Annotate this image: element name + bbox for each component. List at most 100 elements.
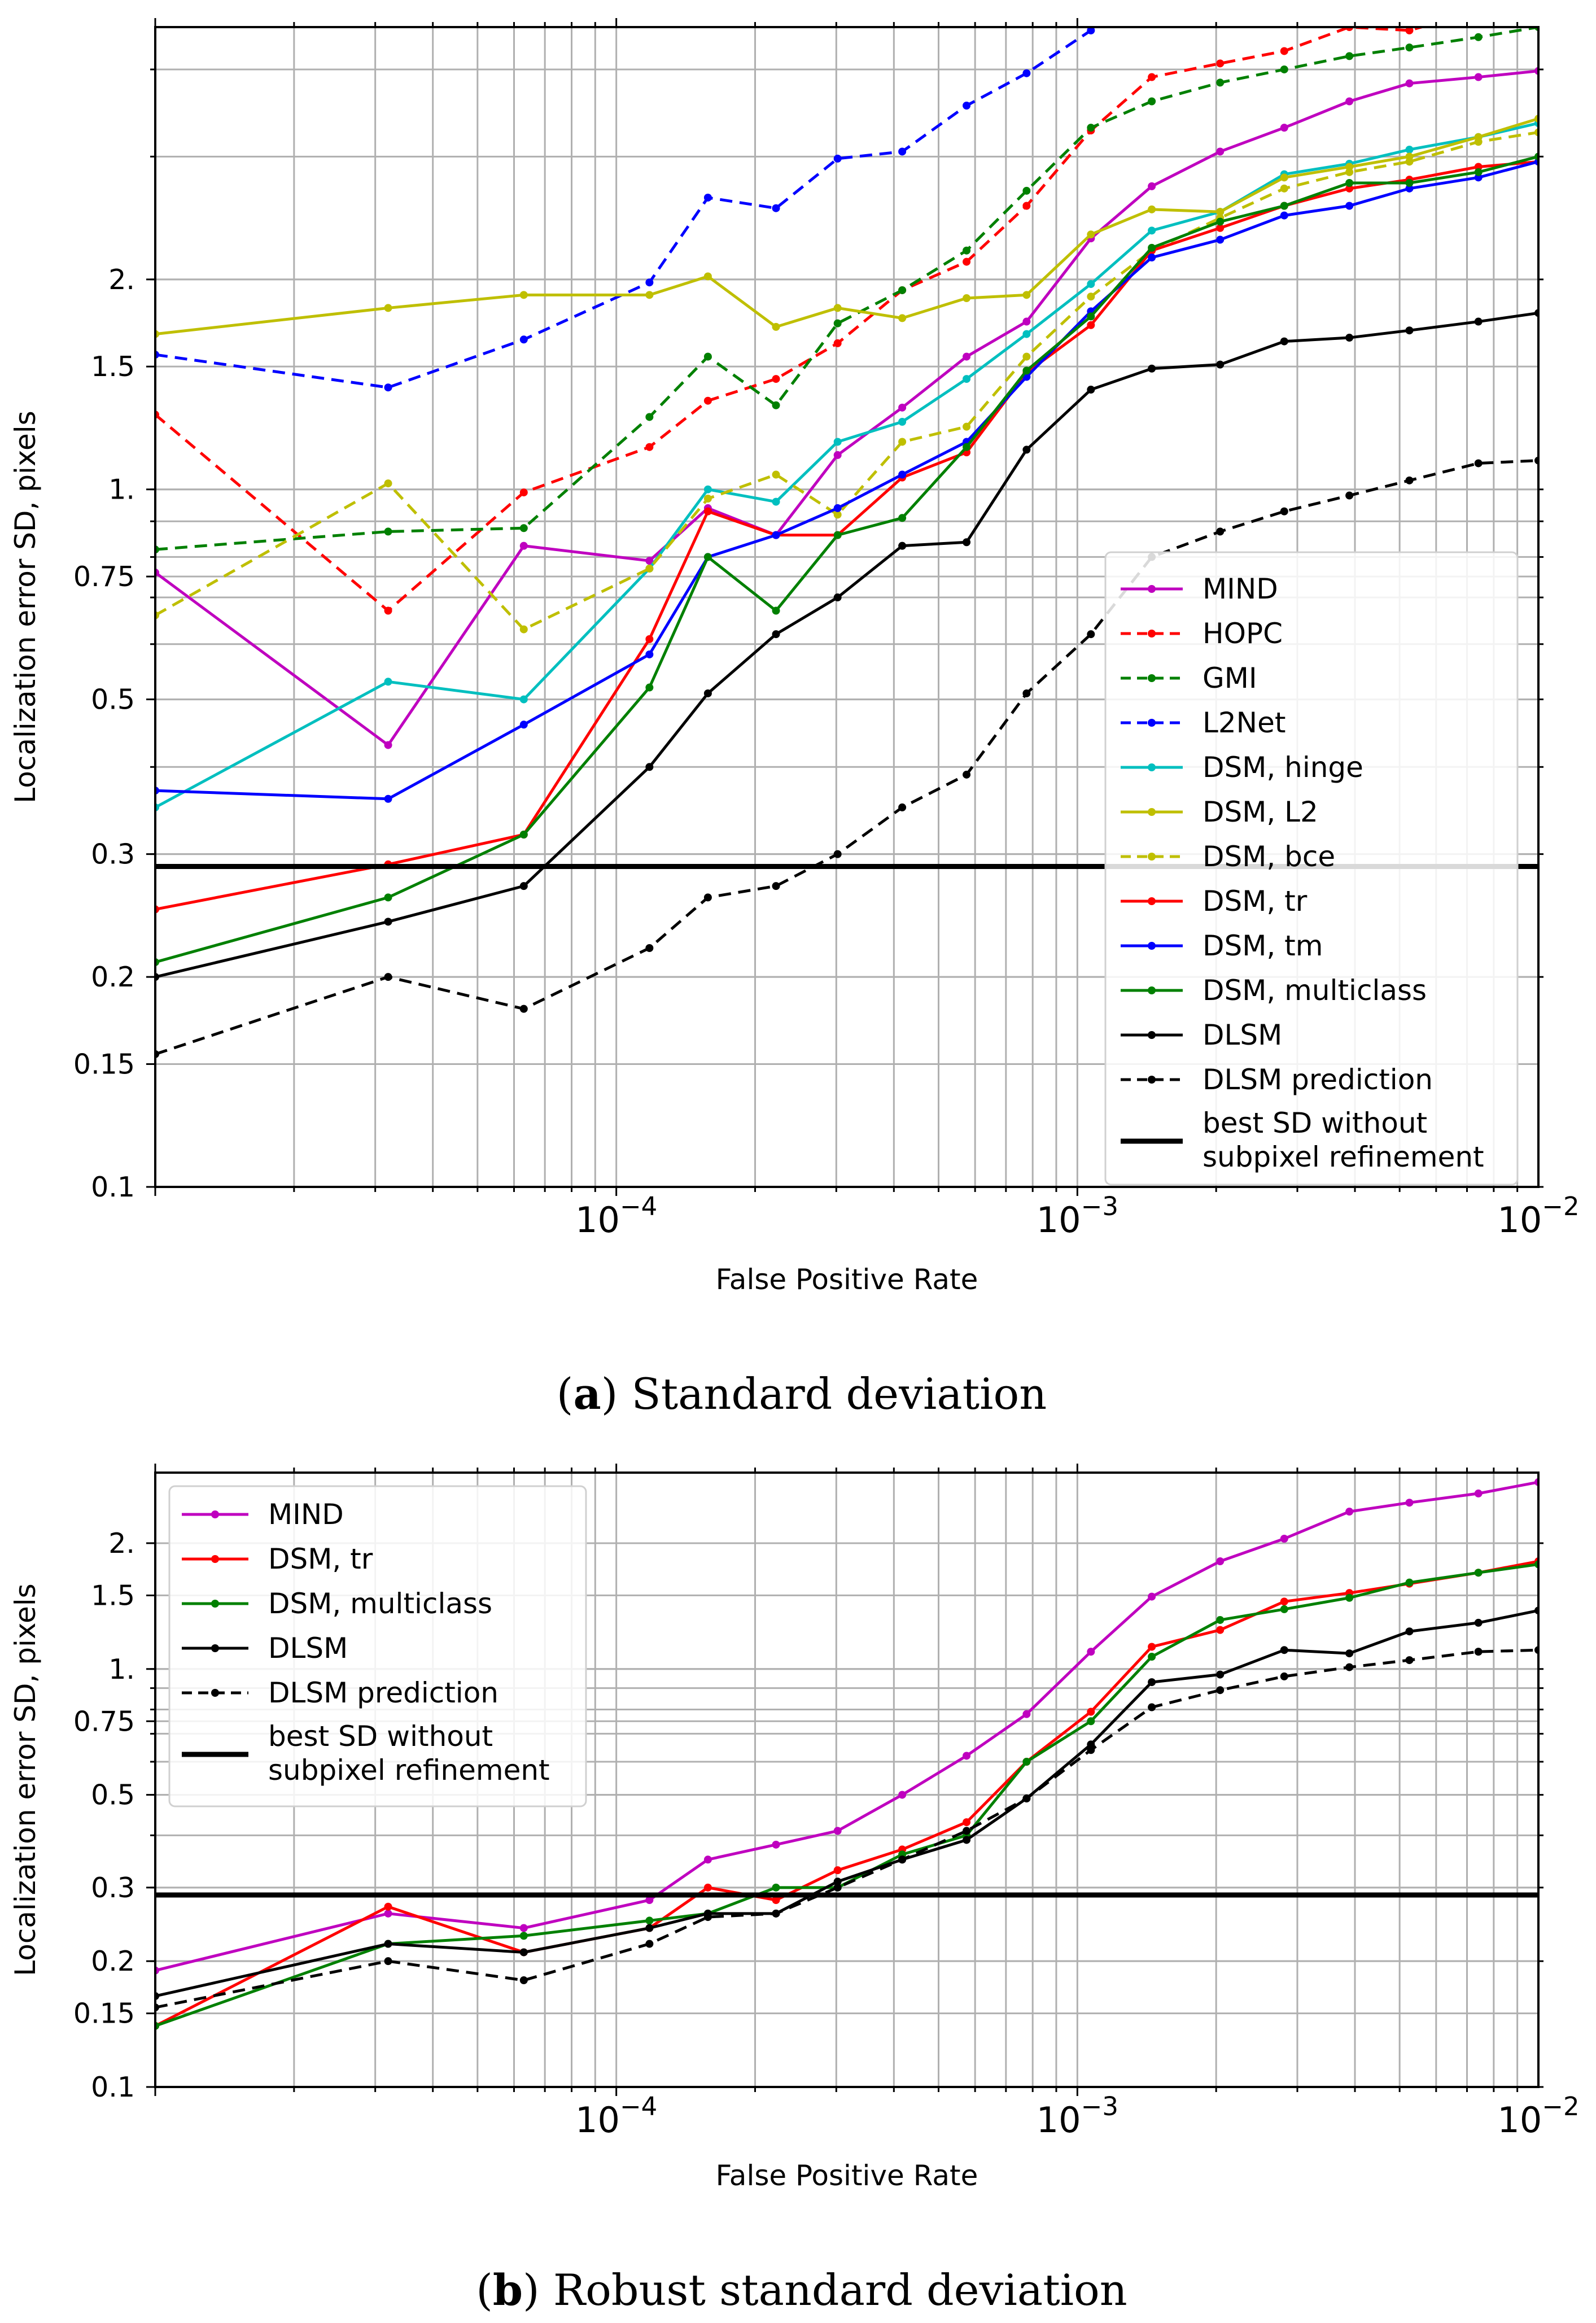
chart-b-data-point — [1345, 1508, 1354, 1516]
chart-a-data-point — [1216, 235, 1225, 244]
chart-a-data-point — [1216, 527, 1225, 536]
chart-a-plot-area — [155, 27, 1538, 1058]
chart-b-legend-marker — [211, 1689, 219, 1697]
chart-a-data-point — [1148, 226, 1156, 235]
chart-a-data-point — [833, 593, 842, 602]
chart-a-legend-item-dlsm: DLSM — [1121, 1019, 1282, 1051]
chart-a-data-point — [1474, 317, 1483, 326]
chart-a-xlabel: False Positive Rate — [716, 1263, 978, 1296]
chart-a-data-point — [1087, 280, 1095, 288]
chart-a-data-point — [1022, 330, 1031, 338]
chart-a-data-point — [963, 538, 971, 547]
chart-a-legend-item-dsm-bce: DSM, bce — [1121, 840, 1335, 873]
chart-a-data-point — [645, 564, 654, 573]
chart-b-ytick-label: 0.2 — [91, 1945, 135, 1977]
chart-b-xtick-base: 10 — [1037, 2099, 1081, 2141]
chart-a-data-point — [1022, 689, 1031, 697]
chart-b-data-point — [1216, 1615, 1225, 1624]
chart-a-data-point — [519, 335, 528, 344]
chart-a-data-point — [963, 102, 971, 110]
chart-a-data-point — [703, 553, 712, 561]
chart-a-data-point — [1345, 97, 1354, 106]
chart-a-data-point — [833, 319, 842, 328]
chart-a-ytick-label: 1. — [108, 474, 135, 506]
chart-b-data-point — [1280, 1672, 1288, 1680]
chart-b-legend-label: DLSM — [268, 1632, 348, 1665]
chart-b-ytick-label: 0.15 — [73, 1998, 135, 2030]
chart-a-data-point — [384, 383, 392, 392]
chart-a-data-point — [645, 650, 654, 658]
chart-b-legend-label: DSM, tr — [268, 1543, 373, 1575]
chart-a-data-point — [1280, 184, 1288, 193]
chart-b-ytick-label: 2. — [108, 1527, 135, 1560]
chart-a-data-point — [1216, 59, 1225, 68]
chart-a-data-point — [1022, 352, 1031, 361]
chart-b-data-point — [1087, 1746, 1095, 1754]
chart-a-data-point — [1345, 202, 1354, 210]
chart-b-data-point — [833, 1827, 842, 1835]
chart-a-legend-label: GMI — [1203, 662, 1257, 695]
chart-b-legend-marker — [211, 1510, 219, 1518]
chart-b-legend-marker — [211, 1600, 219, 1608]
chart-a-data-point — [519, 542, 528, 550]
chart-a-data-point — [1216, 147, 1225, 156]
chart-a-data-point — [898, 803, 907, 811]
chart-a-legend-box — [1104, 551, 1519, 1186]
chart-a-data-point — [1345, 491, 1354, 500]
chart-a-data-point — [703, 485, 712, 494]
chart-a-data-point — [898, 403, 907, 412]
chart-b-legend-label: DLSM prediction — [268, 1676, 499, 1709]
chart-b-series-line — [155, 1562, 1538, 2028]
chart-b-data-point — [1474, 1569, 1483, 1577]
chart-b-data-point — [833, 1883, 842, 1892]
chart-a-data-point — [1405, 178, 1414, 187]
chart-b-data-point — [772, 1840, 780, 1849]
chart-b-data-point — [384, 1940, 392, 1948]
chart-a-legend-label: DSM, multiclass — [1203, 974, 1427, 1007]
chart-a-legend-item-gmi: GMI — [1121, 662, 1257, 695]
chart-b-xtick-label: 10−2 — [1497, 2091, 1579, 2141]
chart-a-data-point — [384, 893, 392, 902]
chart-a-data-point — [645, 413, 654, 421]
chart-a-data-point — [519, 830, 528, 839]
chart-a-series-dlsm — [155, 309, 1538, 981]
chart-b-data-point — [519, 1924, 528, 1932]
chart-b-xtick-exponent: −4 — [620, 2091, 657, 2121]
chart-a-legend: MIND HOPC GMI L2Net DSM, hinge DSM, L2 DSM, bc… — [1104, 551, 1519, 1186]
chart-a-ytick-label: 0.1 — [91, 1171, 135, 1203]
chart-a-data-point — [1087, 292, 1095, 301]
chart-a-data-point — [645, 763, 654, 771]
chart-b-data-point — [1022, 1710, 1031, 1718]
chart-a-data-point — [898, 147, 907, 156]
chart-a-series-line — [155, 27, 1100, 389]
chart-a-series-line — [155, 130, 1538, 631]
chart-b-data-point — [833, 1866, 842, 1875]
chart-a-legend-item-mind: MIND — [1121, 573, 1278, 605]
chart-b-caption: (b) Robust standard deviation — [476, 2265, 1127, 2315]
chart-b-ytick-label: 0.1 — [91, 2071, 135, 2103]
chart-b-legend-item-dlsm: DLSM — [182, 1632, 348, 1665]
chart-b-legend-item-dlsm-prediction: DLSM prediction — [182, 1676, 499, 1709]
chart-b-data-point — [645, 1940, 654, 1948]
chart-a-data-point — [772, 375, 780, 383]
chart-b-data-point — [1148, 1703, 1156, 1711]
chart-a-data-point — [1087, 386, 1095, 394]
chart-a-data-point — [1280, 337, 1288, 346]
chart-b-data-point — [1280, 1605, 1288, 1613]
chart-b-xtick-base: 10 — [575, 2099, 620, 2141]
chart-a-caption-letter: a — [573, 1369, 601, 1419]
chart-a-data-point — [1022, 446, 1031, 454]
chart-a-data-point — [703, 689, 712, 697]
chart-a-data-point — [898, 286, 907, 294]
chart-a-data-point — [772, 470, 780, 479]
chart-a-legend-marker — [1148, 763, 1156, 771]
chart-a-data-point — [1345, 184, 1354, 193]
chart-a-legend-label: DSM, hinge — [1203, 751, 1363, 784]
chart-a-data-point — [703, 272, 712, 281]
chart-a-legend-label: DLSM prediction — [1203, 1063, 1433, 1096]
chart-a-data-point — [772, 630, 780, 639]
chart-a-data-point — [519, 695, 528, 704]
chart-a-data-point — [703, 495, 712, 503]
chart-b-data-point — [1405, 1499, 1414, 1507]
chart-a-data-point — [963, 443, 971, 451]
